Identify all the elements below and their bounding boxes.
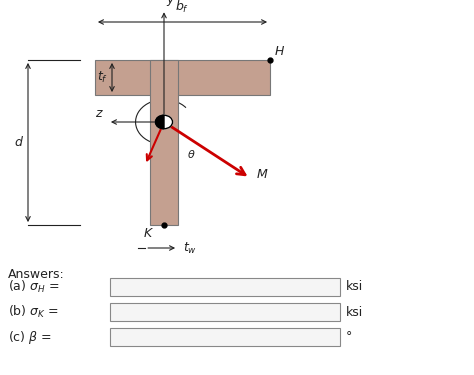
Text: °: ° — [346, 330, 352, 344]
Text: $y$: $y$ — [166, 0, 176, 8]
Bar — [95, 60, 270, 95]
Text: (b) $\sigma_K$ =: (b) $\sigma_K$ = — [8, 304, 59, 320]
Bar — [150, 60, 178, 225]
Text: $b_f$: $b_f$ — [175, 0, 190, 15]
Bar — [110, 278, 340, 296]
Text: $\theta$: $\theta$ — [187, 147, 195, 159]
Text: $t_w$: $t_w$ — [183, 240, 197, 255]
Text: $K$: $K$ — [143, 227, 154, 240]
Text: $H$: $H$ — [274, 45, 285, 58]
Text: (a) $\sigma_H$ =: (a) $\sigma_H$ = — [8, 279, 59, 295]
Text: $M$: $M$ — [255, 168, 268, 181]
Bar — [110, 303, 340, 321]
Text: ksi: ksi — [346, 306, 363, 318]
Circle shape — [155, 115, 173, 129]
Text: $d$: $d$ — [15, 135, 25, 150]
Text: (c) $\beta$ =: (c) $\beta$ = — [8, 328, 52, 345]
Bar — [110, 328, 340, 346]
Text: Answers:: Answers: — [8, 268, 65, 281]
Wedge shape — [155, 115, 164, 129]
Text: $z$: $z$ — [95, 107, 104, 120]
Text: ksi: ksi — [346, 280, 363, 294]
Text: $t_f$: $t_f$ — [97, 70, 108, 85]
